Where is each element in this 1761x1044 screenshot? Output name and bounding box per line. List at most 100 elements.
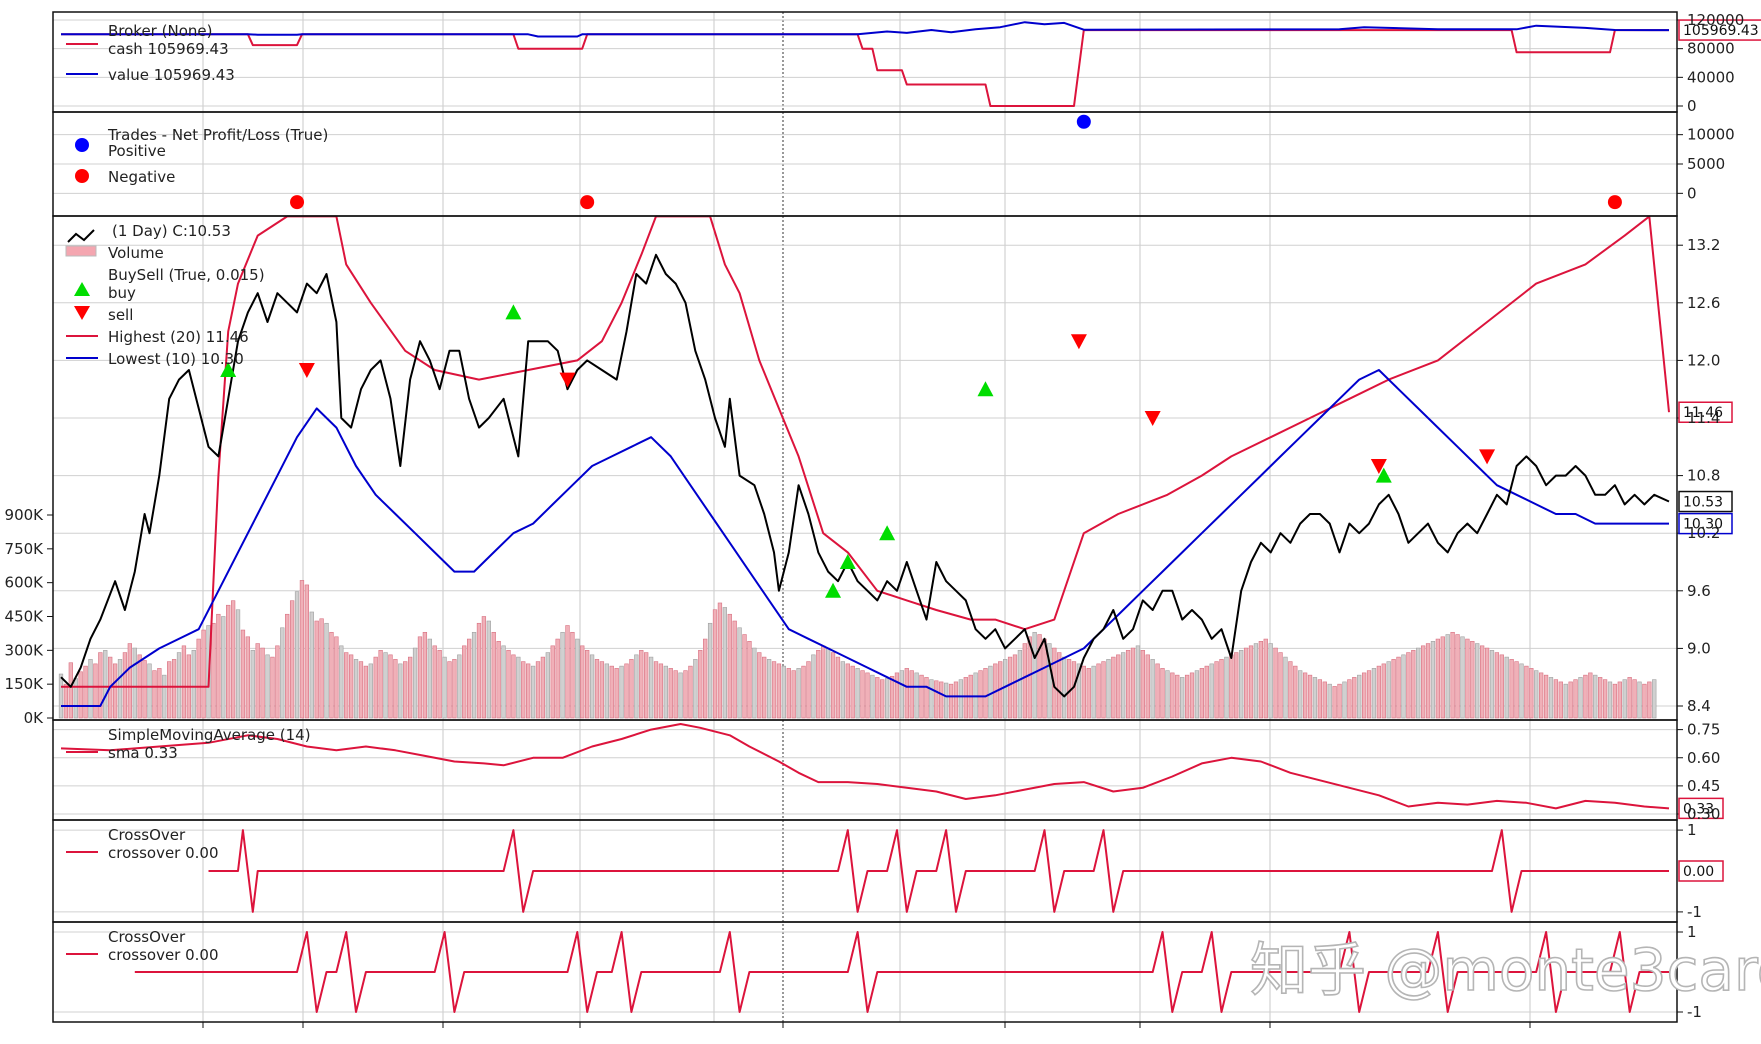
volume-bar [1121,652,1126,719]
volume-bar [1563,683,1568,719]
legend-label: crossover 0.00 [108,946,219,964]
crossover-line [134,931,1669,1013]
legend-label: Positive [108,142,166,160]
volume-bar [1543,674,1549,719]
volume-bar [240,629,246,719]
volume-bar [948,683,954,719]
volume-bar [781,665,787,719]
volume-bar [1632,679,1637,719]
volume-tick-label: 300K [5,641,45,659]
volume-bar [840,661,846,719]
legend-swatch-close [67,229,95,243]
y-tick-label: 0.75 [1687,721,1720,739]
volume-bar [555,638,560,719]
volume-bar [142,660,147,719]
volume-bar [1548,677,1554,719]
volume-bar [122,652,128,719]
volume-bar [1219,659,1224,719]
volume-bar [1047,643,1052,719]
y-tick-label: -1 [1687,1003,1702,1021]
volume-bar [171,659,177,719]
volume-bar [845,663,850,719]
volume-bar [1337,683,1342,719]
volume-bar [383,652,388,719]
volume-bar [1066,659,1072,719]
volume-bar [221,616,226,719]
volume-bar [540,656,546,719]
volume-bar [776,663,782,719]
volume-bar [393,659,398,719]
volume-bar [1420,645,1426,719]
volume-bar [880,679,885,719]
volume-bar [1494,652,1500,719]
value-label-box [1678,490,1733,513]
volume-bar [1017,650,1023,719]
labels: 120000 80000 40000 0 Broker (None)cash 10596… [5,11,1759,1021]
volume-tick-label: 600K [5,574,45,592]
legend-title: Trades - Net Profit/Loss (True) [107,126,328,144]
volume-bar [835,656,841,719]
volume-bar [245,636,251,719]
volume-bar [1278,652,1283,719]
value-label: 0.33 [1683,801,1714,817]
volume-bar [157,668,162,719]
volume-bar [1180,677,1185,719]
trade-negative-marker [290,195,305,210]
volume-bar [801,665,806,719]
volume-bar [585,650,590,719]
watermark: 知乎 @monte3card [1250,936,1761,1004]
volume-bar [58,673,64,719]
volume-bar [98,652,103,719]
value-label-box [1678,19,1761,41]
volume-tick-label: 450K [5,608,45,626]
volume-bar [1465,638,1470,719]
volume-bar [889,675,895,719]
y-tick-label: 10000 [1687,126,1735,144]
y-tick-label: 0.30 [1687,805,1720,823]
volume-tick-label: 900K [5,506,45,524]
volume-bar [412,647,418,719]
volume-bar [452,659,457,719]
volume-bar [988,665,993,719]
volume-bar [1652,679,1657,719]
broker-value-line [61,21,1670,38]
y-tick-label: 80000 [1687,40,1735,58]
volume-bar [884,678,890,719]
volume-bar [629,659,634,719]
volume-bar [127,643,132,719]
volume-bar [939,681,944,719]
volume-bar [422,631,428,719]
volume-bar [1302,672,1308,719]
value-label-box [1678,512,1733,535]
y-tick-label: 0 [1687,97,1697,115]
volume-bar [1076,663,1082,719]
volume-bar [1411,650,1416,719]
volume-bar [230,600,236,719]
volume-bar [1125,650,1131,719]
volume-bar [1386,661,1391,719]
value-label-box [1678,860,1724,882]
y-tick-label: 0.45 [1687,777,1720,795]
volume-bar [850,665,855,719]
volume-bar [112,663,118,719]
volume-bar [1288,661,1293,719]
volume-bar [1435,638,1441,719]
y-tick-label: 9.0 [1687,639,1711,657]
volume-bar [486,620,491,719]
volume-bar [1037,634,1042,719]
volume-bar [1209,663,1214,719]
volume-bar [668,668,673,719]
y-tick-label: 13.2 [1687,236,1720,254]
volume-bar [1578,677,1583,719]
volume-bar [368,663,373,719]
volume-bar [1027,636,1032,719]
volume-tick-label: 0K [24,709,45,727]
legend-swatch-negative [75,169,89,183]
volume-bar [791,670,796,719]
volume-bar [811,654,816,719]
volume-bar [766,659,772,719]
volume-bar [324,622,329,719]
volume-bar [983,668,988,719]
volume-bar [1258,641,1263,719]
legend-label: cash 105969.43 [108,40,229,58]
